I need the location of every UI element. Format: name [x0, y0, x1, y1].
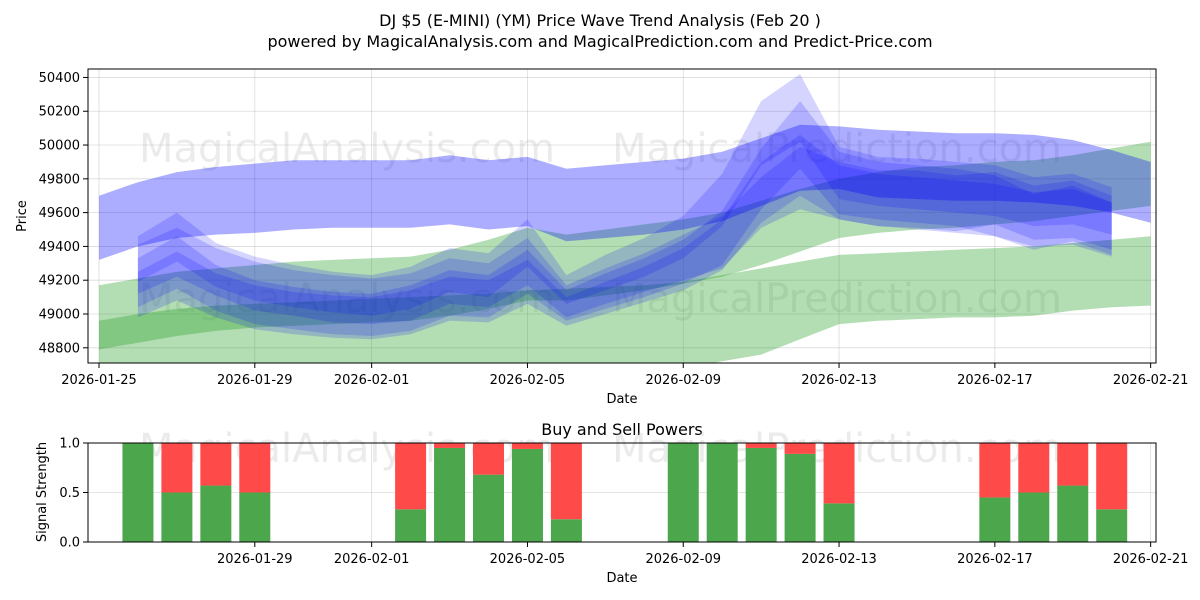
- sell-bar: [200, 443, 232, 486]
- buy-bar: [1018, 492, 1050, 542]
- blue-wave-band: [137, 74, 1112, 316]
- buy-bar: [122, 443, 154, 542]
- sell-bar: [784, 443, 816, 454]
- x-tick-label: 2026-02-05: [490, 373, 566, 388]
- sell-bar: [434, 443, 466, 448]
- chart-subtitle: powered by MagicalAnalysis.com and Magic…: [267, 32, 932, 51]
- signal-panel: Buy and Sell Powers MagicalAnalysis.com …: [35, 420, 1188, 586]
- price-panel: MagicalAnalysis.com MagicalPrediction.co…: [15, 68, 1189, 407]
- signal-y-axis-label: Signal Strength: [35, 442, 50, 542]
- x-tick-label: 2026-02-01: [334, 552, 410, 567]
- y-tick-label: 49800: [39, 172, 80, 187]
- sell-bar: [1018, 443, 1050, 493]
- x-tick-label: 2026-02-13: [801, 552, 877, 567]
- x-tick-label: 2026-02-05: [490, 552, 566, 567]
- y-tick-label: 50000: [39, 139, 80, 154]
- x-tick-label: 2026-02-17: [957, 373, 1033, 388]
- x-tick-label: 2026-02-21: [1113, 373, 1189, 388]
- buy-bar: [200, 485, 232, 542]
- y-tick-label: 48800: [39, 341, 80, 356]
- y-tick-label: 49600: [39, 206, 80, 221]
- blue-wave-band: [137, 134, 1112, 340]
- buy-bar: [667, 443, 699, 542]
- blue-wave-band: [137, 101, 1112, 336]
- blue-wave-band: [99, 124, 1151, 260]
- signal-x-axis-label: Date: [606, 571, 637, 586]
- green-forecast-band: [99, 236, 1151, 363]
- sell-bar: [979, 443, 1011, 498]
- buy-bar: [550, 519, 582, 542]
- price-y-axis-label: Price: [15, 200, 30, 232]
- x-tick-label: 2026-02-21: [1113, 552, 1189, 567]
- x-tick-label: 2026-02-13: [801, 373, 877, 388]
- watermark: MagicalAnalysis.com: [139, 276, 555, 322]
- price-plot-frame: [87, 68, 1157, 364]
- buy-bar: [823, 503, 855, 542]
- y-tick-label: 1.0: [59, 437, 80, 452]
- y-tick-label: 0.5: [59, 486, 80, 501]
- sell-bar: [550, 443, 582, 520]
- sell-bar: [511, 443, 543, 449]
- chart-title: DJ $5 (E-MINI) (YM) Price Wave Trend Ana…: [379, 11, 821, 30]
- signal-title: Buy and Sell Powers: [541, 420, 703, 439]
- price-x-axis-label: Date: [606, 392, 637, 407]
- buy-bar: [979, 497, 1011, 542]
- watermark: MagicalAnalysis.com: [139, 126, 555, 172]
- watermark: MagicalPrediction.com: [612, 276, 1062, 322]
- buy-bar: [434, 447, 466, 542]
- blue-wave-band: [137, 146, 1112, 325]
- x-tick-label: 2026-01-25: [61, 373, 137, 388]
- sell-bar: [1057, 443, 1089, 486]
- y-tick-label: 49200: [39, 274, 80, 289]
- green-forecast-band: [99, 141, 1151, 350]
- sell-bar: [161, 443, 193, 493]
- y-tick-label: 50400: [39, 71, 80, 86]
- sell-bar: [745, 443, 777, 448]
- x-tick-label: 2026-02-09: [645, 552, 721, 567]
- x-tick-label: 2026-02-17: [957, 552, 1033, 567]
- buy-bar: [161, 492, 193, 542]
- sell-bar: [395, 443, 427, 510]
- buy-bar: [473, 474, 504, 542]
- x-tick-label: 2026-02-01: [334, 373, 410, 388]
- buy-bar: [395, 509, 427, 542]
- y-tick-label: 0.0: [59, 536, 80, 551]
- x-tick-label: 2026-01-29: [217, 373, 293, 388]
- y-tick-label: 49400: [39, 240, 80, 255]
- buy-bar: [745, 447, 777, 542]
- buy-bar: [239, 492, 271, 542]
- x-tick-label: 2026-01-29: [217, 552, 293, 567]
- buy-bar: [706, 443, 738, 542]
- sell-bar: [823, 443, 855, 504]
- y-tick-label: 49000: [39, 308, 80, 323]
- sell-bar: [239, 443, 271, 493]
- sell-bar: [473, 443, 504, 475]
- buy-bar: [1057, 485, 1089, 542]
- buy-bar: [511, 448, 543, 542]
- buy-bar: [784, 453, 816, 542]
- sell-bar: [1096, 443, 1128, 510]
- watermark: MagicalPrediction.com: [612, 126, 1062, 172]
- x-tick-label: 2026-02-09: [645, 373, 721, 388]
- y-tick-label: 50200: [39, 105, 80, 120]
- buy-bar: [1096, 509, 1128, 542]
